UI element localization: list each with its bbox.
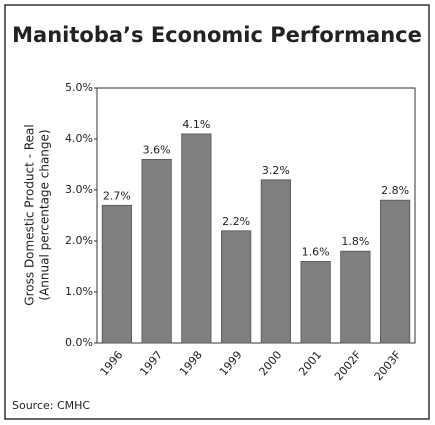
chart-title: Manitoba’s Economic Performance [12, 23, 422, 47]
x-tick-label: 2001 [296, 349, 324, 379]
frame [4, 4, 430, 420]
value-label: 1.8% [341, 235, 369, 248]
y-tick-label: 5.0% [65, 81, 93, 94]
value-label: 2.7% [103, 189, 131, 202]
value-label: 1.6% [302, 245, 330, 258]
x-tick-label: 1998 [177, 349, 205, 379]
x-tick-label: 2002F [332, 349, 364, 384]
y-tick-label: 3.0% [65, 183, 93, 196]
y-tick-label: 0.0% [65, 336, 93, 349]
value-label: 3.2% [262, 164, 290, 177]
x-tick-label: 2000 [257, 349, 285, 379]
value-label: 4.1% [182, 118, 210, 131]
value-label: 3.6% [143, 143, 171, 156]
bar [141, 158, 172, 344]
bar [300, 260, 331, 344]
bar [260, 179, 291, 344]
x-tick-label: 1996 [98, 349, 126, 379]
y-tick-label: 2.0% [65, 234, 93, 247]
y-axis-label: Gross Domestic Product - Real [23, 124, 37, 305]
y-axis-label: (Annual percentage change) [38, 129, 52, 300]
bar [380, 199, 411, 344]
y-tick-label: 4.0% [65, 132, 93, 145]
bar [340, 250, 371, 344]
x-tick-label: 1999 [217, 349, 245, 379]
value-label: 2.2% [222, 215, 250, 228]
bar [101, 204, 132, 344]
value-label: 2.8% [381, 184, 409, 197]
x-tick-label: 2003F [372, 349, 404, 384]
source: Source: CMHC [12, 399, 90, 412]
x-tick-label: 1997 [137, 349, 165, 379]
bar [221, 230, 252, 344]
y-tick-label: 1.0% [65, 285, 93, 298]
plot-frame [96, 87, 416, 344]
bar [181, 133, 212, 344]
